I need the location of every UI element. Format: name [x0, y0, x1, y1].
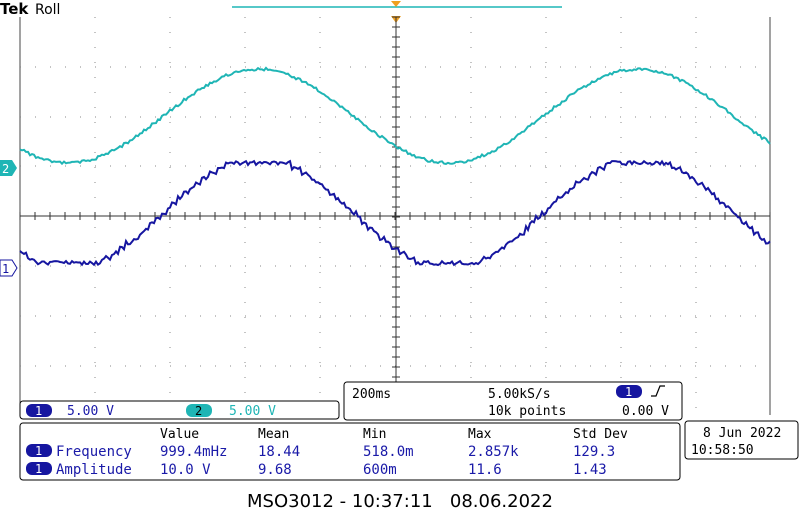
meas-row1-value: 999.4mHz [160, 444, 227, 460]
meas-row2-name: Amplitude [56, 462, 132, 478]
meas-row1-max: 2.857k [468, 444, 519, 460]
timebase-panel [343, 381, 683, 421]
footer-caption: MSO3012 - 10:37:11 08.06.2022 [247, 491, 553, 512]
meas-header-std-dev: Std Dev [573, 427, 628, 442]
trigger-level[interactable]: 0.00 V [622, 404, 669, 419]
record-position-icon [391, 1, 401, 7]
graticule [19, 16, 771, 415]
meas-row2-min: 600m [363, 462, 397, 478]
meas-row2-channel-badge [26, 462, 52, 475]
channel-2-badge[interactable] [186, 404, 212, 417]
measurement-row-frequency[interactable]: 1 Frequency 999.4mHz 18.44 518.0m 2.857k… [26, 444, 615, 460]
sample-rate: 5.00kS/s [488, 387, 551, 402]
meas-row1-channel-badge [26, 444, 52, 457]
trigger-source-label: 1 [625, 385, 632, 399]
meas-row2-mean: 9.68 [258, 462, 292, 478]
time-per-division[interactable]: 200ms [352, 387, 391, 402]
channel-1-marker-label: 1 [2, 262, 9, 276]
meas-row1-name: Frequency [56, 444, 132, 460]
channel-1-marker[interactable]: 1 [0, 259, 18, 277]
clock-date: 8 Jun 2022 [703, 426, 781, 441]
meas-row1-mean: 18.44 [258, 444, 300, 460]
channel-1-badge[interactable] [26, 404, 52, 417]
meas-row2-max: 11.6 [468, 462, 502, 478]
trigger-source-badge[interactable] [616, 385, 642, 398]
meas-row2-std-dev: 1.43 [573, 462, 607, 478]
acquisition-mode: Roll [35, 2, 60, 18]
channel-2-scale[interactable]: 5.00 V [229, 404, 276, 419]
channel-2-marker[interactable]: 2 [0, 160, 17, 176]
meas-row2-channel: 1 [35, 462, 42, 476]
meas-row1-channel: 1 [35, 444, 42, 458]
clock-time: 10:58:50 [691, 443, 754, 458]
channel-2-badge-label: 2 [195, 404, 202, 418]
meas-row2-value: 10.0 V [160, 462, 211, 478]
meas-header-min: Min [363, 427, 386, 442]
measurement-panel [19, 422, 681, 481]
waveform-ch2 [19, 66, 771, 166]
channel-2-marker-label: 2 [2, 162, 9, 176]
channel-scale-panel [19, 400, 340, 420]
meas-header-value: Value [160, 427, 199, 442]
meas-row1-std-dev: 129.3 [573, 444, 615, 460]
meas-header-max: Max [468, 427, 492, 442]
clock-panel [684, 420, 799, 460]
record-length: 10k points [488, 404, 566, 419]
meas-header-mean: Mean [258, 427, 289, 442]
meas-row1-min: 518.0m [363, 444, 414, 460]
waveform-ch1 [19, 159, 771, 267]
measurement-row-amplitude[interactable]: 1 Amplitude 10.0 V 9.68 600m 11.6 1.43 [26, 462, 607, 478]
channel-1-badge-label: 1 [35, 404, 42, 418]
rising-edge-icon [651, 385, 665, 397]
channel-1-scale[interactable]: 5.00 V [67, 404, 114, 419]
brand-label: Tek [0, 0, 29, 18]
